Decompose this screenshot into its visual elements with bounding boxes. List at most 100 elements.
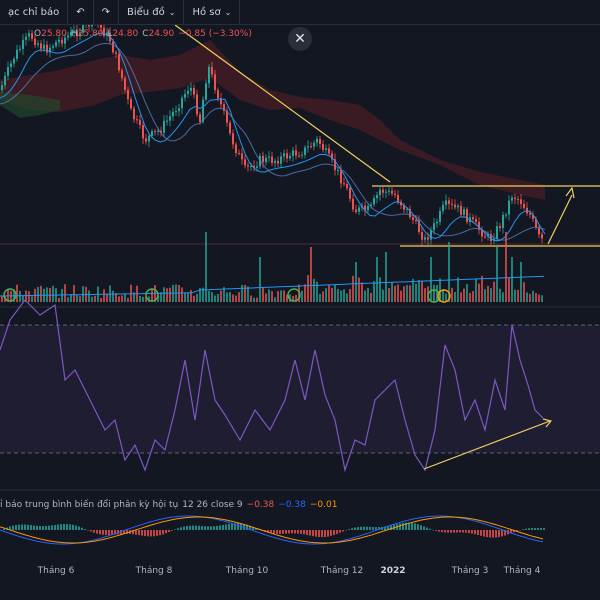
volume-bar xyxy=(445,293,447,302)
macd-histogram-bar xyxy=(345,530,347,531)
volume-bar xyxy=(469,292,471,302)
macd-histogram-bar xyxy=(432,529,434,531)
candle-body xyxy=(223,104,225,111)
candle-body xyxy=(1,85,3,90)
candle-body xyxy=(31,33,33,39)
candle-body xyxy=(127,89,129,100)
candle-body xyxy=(139,120,141,126)
candle-body xyxy=(202,99,204,122)
candle-body xyxy=(391,190,393,194)
candle-body xyxy=(169,116,171,121)
macd-indicator-name[interactable]: ỉ báo trung bình biến đổi phân kỳ hội tụ xyxy=(0,500,179,510)
macd-histogram-bar xyxy=(444,530,446,533)
macd-histogram-bar xyxy=(180,527,182,530)
downtrend-line[interactable] xyxy=(174,24,391,183)
volume-bar xyxy=(115,293,117,302)
candle-body xyxy=(70,31,72,36)
candle-body xyxy=(154,131,156,133)
macd-histogram-bar xyxy=(435,530,437,531)
volume-bar xyxy=(484,289,486,302)
candle-body xyxy=(451,203,453,205)
volume-bar xyxy=(265,293,267,302)
macd-histogram-bar xyxy=(423,526,425,530)
candle-body xyxy=(316,138,318,143)
close-button[interactable]: ✕ xyxy=(288,27,312,51)
indicators-button[interactable]: ạc chỉ báo xyxy=(0,0,69,24)
profile-dropdown[interactable]: Hồ sơ ⌄ xyxy=(184,0,241,24)
macd-histogram-bar xyxy=(495,530,497,538)
candle-body xyxy=(280,156,282,164)
macd-histogram-bar xyxy=(465,530,467,533)
undo-button[interactable]: ↶ xyxy=(68,0,94,24)
volume-bar xyxy=(325,288,327,302)
volume-bar xyxy=(364,290,366,302)
volume-bar xyxy=(286,294,288,302)
macd-histogram-bar xyxy=(429,528,431,530)
volume-bar xyxy=(142,296,144,302)
candle-body xyxy=(475,219,477,222)
macd-histogram-bar xyxy=(9,526,11,530)
macd-histogram-bar xyxy=(156,530,158,536)
macd-histogram-bar xyxy=(96,530,98,534)
ohlc-open-value: 25.80 xyxy=(41,29,67,39)
redo-button[interactable]: ↷ xyxy=(94,0,119,24)
redo-icon: ↷ xyxy=(101,6,110,18)
volume-bar xyxy=(517,289,519,302)
chart-type-dropdown[interactable]: Biểu đồ ⌄ xyxy=(119,0,185,24)
candle-body xyxy=(271,156,273,163)
time-axis-label: Tháng 4 xyxy=(503,566,541,576)
macd-histogram-bar xyxy=(198,525,200,530)
candle-body xyxy=(226,110,228,123)
macd-histogram-bar xyxy=(225,524,227,530)
volume-series xyxy=(1,232,543,302)
volume-bar xyxy=(37,286,39,302)
volume-bar xyxy=(430,257,432,302)
candle-body xyxy=(232,133,234,145)
macd-histogram-bar xyxy=(489,530,491,538)
macd-histogram-bar xyxy=(306,530,308,535)
volume-bar xyxy=(118,296,120,302)
time-axis[interactable]: Tháng 6 Tháng 8 Tháng 10 Tháng 12 2022 T… xyxy=(0,558,600,600)
macd-histogram-bar xyxy=(33,525,35,530)
breakout-arrow[interactable] xyxy=(547,194,573,245)
candle-body xyxy=(301,154,303,156)
macd-histogram-bar xyxy=(363,526,365,530)
macd-histogram-bar xyxy=(372,526,374,530)
macd-histogram-bar xyxy=(315,530,317,537)
macd-histogram-bar xyxy=(477,530,479,536)
volume-bar xyxy=(358,277,360,302)
candle-body xyxy=(490,234,492,242)
macd-histogram-bar xyxy=(66,524,68,530)
ohlc-close-key: C xyxy=(142,29,149,39)
macd-histogram-bar xyxy=(174,529,176,530)
rsi-band xyxy=(0,325,600,453)
signal-circle-icon xyxy=(145,288,159,302)
candle-body xyxy=(313,142,315,147)
candle-body xyxy=(268,156,270,158)
macd-histogram-bar xyxy=(213,526,215,530)
candle-body xyxy=(196,94,198,115)
candle-body xyxy=(19,48,21,50)
volume-bar xyxy=(274,297,276,302)
macd-histogram-bar xyxy=(291,530,293,534)
macd-histogram-bar xyxy=(168,530,170,533)
volume-bar xyxy=(478,283,480,302)
macd-histogram xyxy=(0,522,545,538)
volume-bar xyxy=(397,284,399,302)
candle-body xyxy=(430,230,432,240)
macd-histogram-bar xyxy=(342,530,344,532)
candle-body xyxy=(142,125,144,139)
volume-bar xyxy=(112,290,114,302)
macd-histogram-bar xyxy=(387,525,389,530)
rsi-divergence-line[interactable] xyxy=(423,420,551,470)
volume-bar xyxy=(16,284,18,302)
macd-histogram-bar xyxy=(318,530,320,538)
macd-histogram-bar xyxy=(228,523,230,530)
volume-bar xyxy=(433,284,435,302)
volume-bar xyxy=(145,297,147,302)
volume-bar xyxy=(238,292,240,302)
macd-histogram-bar xyxy=(231,523,233,530)
volume-bar xyxy=(394,285,396,302)
candle-body xyxy=(205,83,207,100)
